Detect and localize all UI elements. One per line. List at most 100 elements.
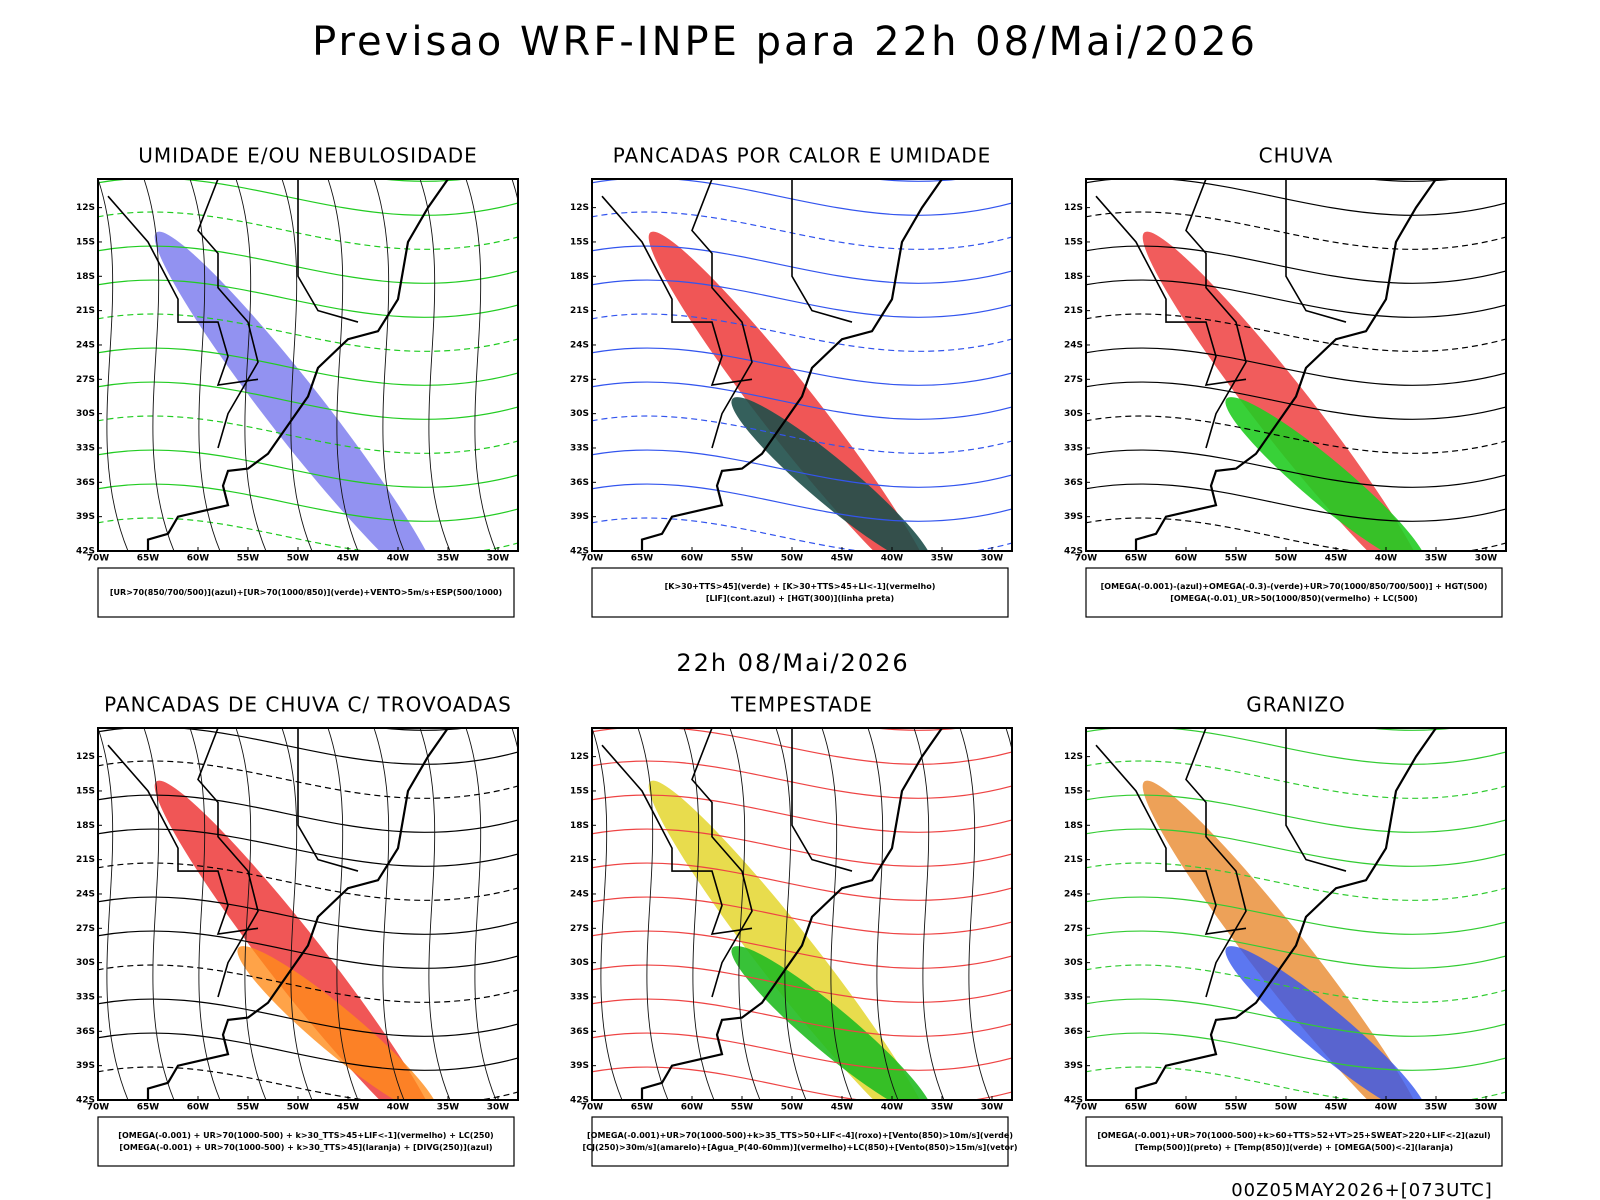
contour — [592, 828, 1012, 867]
contour — [592, 415, 1012, 454]
contour — [98, 964, 518, 1003]
lon-label: 50W — [1275, 1103, 1298, 1113]
legend-text: [OMEGA(-0.001) + UR>70(1000-500) + k>30_… — [119, 1143, 492, 1152]
contour — [78, 659, 538, 696]
contour — [98, 794, 518, 833]
lon-label: 60W — [187, 554, 210, 564]
streamline — [821, 728, 853, 1100]
contour — [592, 760, 1012, 799]
lon-label: 50W — [1275, 554, 1298, 564]
lat-label: 36S — [76, 478, 95, 488]
map-frame — [1085, 178, 1507, 552]
map-area — [98, 179, 518, 551]
lon-label: 45W — [831, 1103, 854, 1113]
contour — [1086, 415, 1506, 454]
lon-label: 45W — [337, 1103, 360, 1113]
lat-label: 24S — [76, 889, 95, 899]
lat-label: 27S — [76, 375, 95, 385]
lat-label: 27S — [570, 375, 589, 385]
coastline — [1134, 728, 1437, 1100]
lat-label: 18S — [570, 272, 589, 282]
lat-label: 12S — [76, 752, 95, 762]
border — [601, 744, 753, 936]
lat-label: 33S — [1064, 992, 1083, 1002]
lat-label: 21S — [1064, 855, 1083, 865]
lat-label: 33S — [1064, 443, 1083, 453]
lon-label: 40W — [387, 1103, 410, 1113]
border — [197, 728, 259, 998]
streamline — [98, 728, 129, 1100]
contour — [592, 862, 1012, 901]
contour — [572, 110, 1032, 147]
streamline — [327, 728, 359, 1100]
lat-label: 15S — [570, 237, 589, 247]
border — [1285, 728, 1347, 872]
contour — [98, 930, 518, 969]
contour — [592, 483, 1012, 522]
map-panel: PANCADAS DE CHUVA C/ TROVOADAS 12S 15S 18S 2… — [76, 659, 538, 1167]
lat-label: 42S — [1064, 547, 1083, 557]
lat-label: 27S — [1064, 924, 1083, 934]
lat-label: 24S — [76, 340, 95, 350]
lon-label: 60W — [1175, 1103, 1198, 1113]
legend-box — [97, 1116, 515, 1167]
contour — [592, 279, 1012, 318]
lon-label: 35W — [931, 554, 954, 564]
map-panel: TEMPESTADE 12S 15S 18S 21S 24S 27S 30S 33S 36S 39S… — [570, 693, 1018, 1167]
contour — [1086, 930, 1506, 969]
map-frame — [1085, 727, 1507, 1101]
contour — [1086, 245, 1506, 284]
panel-title: TEMPESTADE — [730, 693, 873, 717]
contour — [98, 1066, 518, 1100]
streamline — [143, 179, 175, 551]
coastline — [146, 728, 449, 1100]
streamline — [235, 728, 267, 1100]
contour — [1086, 1066, 1506, 1100]
border — [1095, 195, 1247, 387]
map-frame — [97, 178, 519, 552]
lon-label: 50W — [781, 1103, 804, 1113]
lat-label: 18S — [1064, 821, 1083, 831]
lon-label: 35W — [437, 1103, 460, 1113]
lat-label: 30S — [76, 409, 95, 419]
lat-label: 24S — [1064, 340, 1083, 350]
lon-label: 40W — [881, 554, 904, 564]
lon-label: 60W — [681, 554, 704, 564]
panel-title: PANCADAS DE CHUVA C/ TROVOADAS — [104, 693, 512, 717]
border — [791, 179, 853, 323]
streamline — [511, 179, 518, 203]
legend-box — [1085, 567, 1503, 618]
contour — [592, 794, 1012, 833]
contour — [1086, 517, 1506, 551]
legend-text: [LIF](cont.azul) + [HGT(300)](linha pret… — [706, 594, 894, 603]
streamline — [373, 728, 405, 1100]
lon-label: 55W — [1225, 1103, 1248, 1113]
contour — [592, 964, 1012, 1003]
streamline — [98, 179, 129, 551]
map-frame — [97, 727, 519, 1101]
map-panel: CHUVA 12S 15S 18S 21S 24S 27S 30S 33S 36S 39S 42S70… — [1064, 144, 1507, 618]
lon-label: 45W — [337, 554, 360, 564]
lon-label: 30W — [1475, 554, 1498, 564]
lon-label: 65W — [1125, 1103, 1148, 1113]
lat-label: 24S — [570, 340, 589, 350]
lat-label: 12S — [76, 203, 95, 213]
contour — [1086, 211, 1506, 250]
lon-label: 50W — [287, 1103, 310, 1113]
lat-label: 30S — [570, 409, 589, 419]
legend-text: [OMEGA(-0.001)+UR>70(1000-500)+k>60+TTS>… — [1097, 1131, 1490, 1140]
contour — [592, 179, 1012, 216]
lat-label: 42S — [76, 1096, 95, 1106]
map-area — [1086, 179, 1506, 551]
field — [731, 397, 933, 551]
contour — [1086, 998, 1506, 1037]
contour — [1086, 1032, 1506, 1071]
lat-label: 21S — [570, 855, 589, 865]
lon-label: 40W — [387, 554, 410, 564]
contour — [98, 728, 518, 765]
contour — [592, 211, 1012, 250]
legend-box — [591, 1116, 1009, 1167]
lat-label: 30S — [76, 958, 95, 968]
map-area — [1086, 728, 1506, 1100]
contour — [98, 760, 518, 799]
